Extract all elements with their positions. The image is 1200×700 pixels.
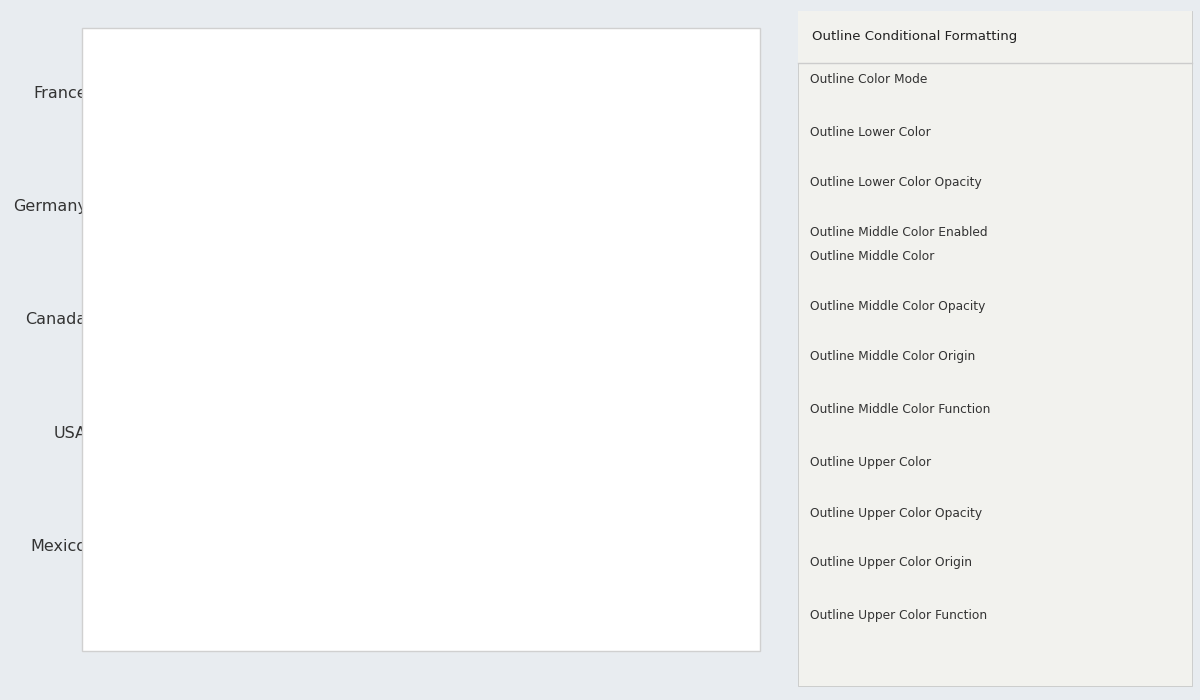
Circle shape [1141,225,1188,238]
Text: ⌃: ⌃ [923,530,930,538]
Bar [568,284,590,353]
Text: ∨: ∨ [878,484,887,494]
Text: Outline Lower Color: Outline Lower Color [810,126,931,139]
Text: Outline Middle Color Opacity: Outline Middle Color Opacity [810,300,985,314]
Text: Outline Upper Color Function: Outline Upper Color Function [810,610,988,622]
Bar [94,57,678,126]
Text: ∨: ∨ [1157,585,1165,595]
Text: ∨: ∨ [878,277,887,287]
Text: Outline Lower Color Opacity: Outline Lower Color Opacity [810,176,982,190]
Text: On: On [1127,34,1144,44]
Text: Outline Conditional Formatting: Outline Conditional Formatting [812,30,1018,43]
Bar [94,398,541,466]
Text: ≡ Lin: ≡ Lin [672,46,706,59]
Text: On: On [1118,227,1134,237]
Text: ∨: ∨ [1157,379,1165,389]
Bar [590,284,610,353]
Text: ⌄: ⌄ [922,538,930,549]
Bar [94,284,610,353]
Bar [653,57,678,126]
Text: 100: 100 [826,532,848,545]
Text: Outline Middle Color Function: Outline Middle Color Function [810,403,990,416]
Circle shape [1147,32,1196,47]
Text: Outline Middle Color: Outline Middle Color [810,250,935,262]
Text: ⌃: ⌃ [923,199,930,208]
Text: Outline Middle Color Origin: Outline Middle Color Origin [810,350,976,363]
Text: ↩ Back: ↩ Back [98,46,144,59]
FancyBboxPatch shape [817,482,866,496]
Text: ∨: ∨ [1157,432,1165,442]
Text: 100: 100 [826,202,848,215]
Bar [625,171,643,239]
Text: This Series: This Series [824,584,889,596]
FancyBboxPatch shape [817,151,866,166]
Text: ?: ? [737,48,742,57]
Text: ∨: ∨ [1157,638,1165,648]
Text: 100: 100 [826,326,848,339]
Text: This Series: This Series [824,377,889,390]
Text: 🔍 Zoom-out: 🔍 Zoom-out [176,46,250,59]
Bar [94,171,643,239]
Bar [94,511,541,580]
Text: Solid H Color: Solid H Color [824,100,901,113]
Bar [600,171,625,239]
Text: ⌄: ⌄ [922,332,930,342]
Bar [94,398,541,466]
Bar [628,57,653,126]
Text: ⌄: ⌄ [922,208,930,218]
Text: ∨: ∨ [1157,102,1165,111]
Bar [94,284,610,353]
Text: Average: Average [824,637,874,650]
Bar [94,511,541,580]
Bar [94,171,643,239]
Text: Outline Upper Color Origin: Outline Upper Color Origin [810,556,972,569]
Text: Outline Upper Color Opacity: Outline Upper Color Opacity [810,507,982,520]
Text: ⌃: ⌃ [923,323,930,332]
Text: Outline Color Mode: Outline Color Mode [810,73,928,85]
Text: Outline Upper Color: Outline Upper Color [810,456,931,469]
Text: ∨: ∨ [878,153,887,163]
Text: Outline Middle Color Enabled: Outline Middle Color Enabled [810,226,988,239]
Bar [94,57,678,126]
Text: Above Min: Above Min [824,430,887,443]
FancyBboxPatch shape [817,275,866,290]
